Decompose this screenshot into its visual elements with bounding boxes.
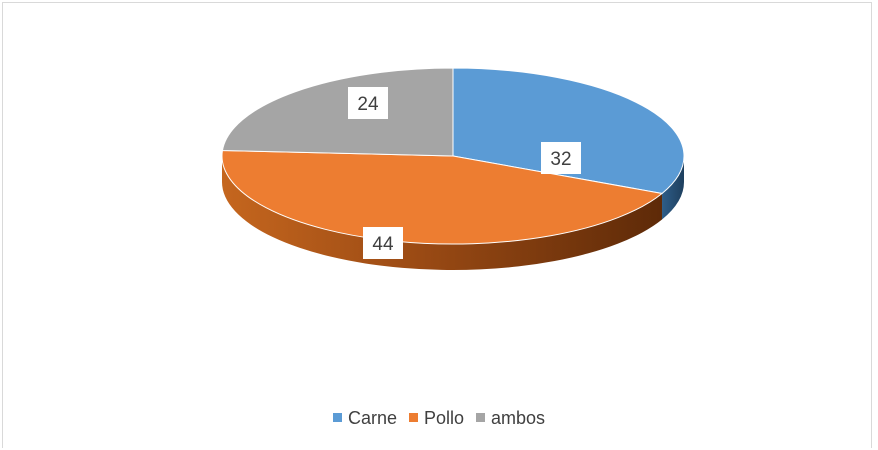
data-label-value: 32 <box>550 149 571 170</box>
data-label-pollo: 44 <box>363 227 403 259</box>
legend-label: ambos <box>491 408 546 428</box>
legend-swatch <box>408 413 418 422</box>
pie-slice-ambos[interactable] <box>221 67 454 157</box>
legend-item-pollo[interactable]: Pollo <box>408 408 465 429</box>
pie-side-carne <box>662 156 684 220</box>
legend-item-ambos[interactable]: ambos <box>476 408 545 429</box>
legend-item-carne[interactable]: Carne <box>332 408 397 429</box>
pie-side-pollo <box>221 156 663 271</box>
data-label-value: 24 <box>357 94 379 115</box>
legend-label: Carne <box>347 408 397 428</box>
legend-swatch <box>476 413 486 422</box>
legend-swatch <box>332 413 342 422</box>
legend: Carne Pollo ambos <box>0 408 878 429</box>
data-label-background <box>541 142 581 174</box>
data-label-value: 44 <box>372 234 394 255</box>
data-label-carne: 32 <box>541 142 581 174</box>
data-label-background <box>363 227 403 259</box>
legend-label: Pollo <box>423 408 465 428</box>
data-label-ambos: 24 <box>348 87 388 119</box>
pie-slice-carne[interactable] <box>452 67 685 195</box>
data-label-background <box>348 87 388 119</box>
